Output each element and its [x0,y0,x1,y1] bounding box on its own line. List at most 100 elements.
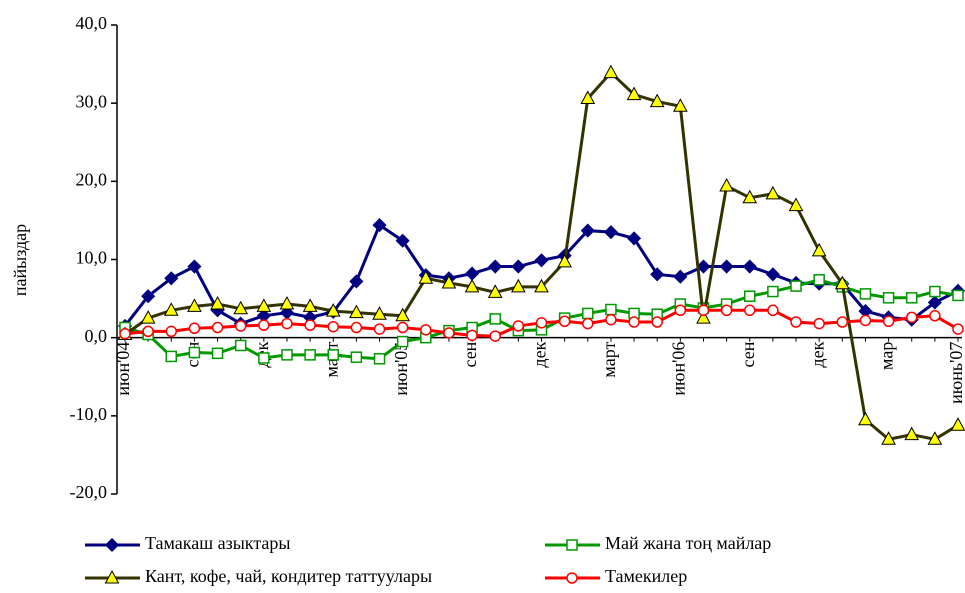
marker [187,298,202,312]
marker [696,310,711,324]
marker [566,572,578,584]
marker [304,349,316,361]
marker [765,185,781,200]
x-tick-label: дек [530,341,550,367]
marker [952,323,964,335]
marker [859,314,872,327]
marker [580,223,595,238]
marker [790,280,802,292]
marker [258,319,270,331]
marker [881,431,896,445]
marker [372,218,387,233]
marker [605,303,617,316]
marker [325,303,341,317]
marker [281,317,293,330]
marker [580,90,596,104]
marker [104,569,120,584]
marker [605,313,617,326]
marker [142,325,154,338]
marker [744,304,756,317]
marker [697,304,710,317]
marker [395,307,411,322]
marker [628,316,640,328]
marker [141,289,156,304]
marker [836,316,849,328]
marker [396,321,409,334]
y-tick-label: 40,0 [76,13,108,33]
marker [188,346,201,359]
marker [188,322,201,335]
marker [558,315,571,328]
marker [443,327,455,339]
marker [258,352,270,364]
legend-label: Тамекилер [605,566,687,586]
marker [649,93,665,108]
marker [464,278,480,293]
x-tick-label: июн'06 [668,342,688,396]
marker [211,347,224,360]
marker [950,417,965,431]
marker [234,320,247,332]
marker [304,319,316,331]
marker [372,306,387,320]
marker [534,278,549,293]
marker [420,324,432,336]
y-tick-label: 30,0 [76,91,108,111]
marker [603,225,618,240]
marker [626,231,642,246]
marker [302,298,318,312]
marker [952,289,964,302]
marker [534,253,549,268]
x-tick-label: мар [877,342,897,370]
marker [104,537,120,553]
marker [765,267,780,282]
marker [119,328,131,340]
legend-label: Май жана тоң майлар [605,533,771,553]
x-tick-label: март [599,342,619,378]
marker [927,431,943,445]
marker [210,296,225,310]
marker [487,284,503,298]
x-tick-label: июнь'07 [946,342,965,404]
marker [672,98,688,112]
marker [651,316,663,328]
marker [696,259,711,274]
marker [441,274,457,289]
marker [465,266,480,281]
marker [742,189,758,204]
marker [882,315,895,328]
marker [281,349,293,361]
marker [488,259,503,274]
marker [327,349,339,361]
legend-item: Тамекилер [545,566,687,586]
y-axis-label: пайыздар [10,224,30,296]
marker [719,259,734,274]
marker [418,270,434,284]
marker [234,339,247,352]
marker [279,296,295,310]
marker [350,351,363,363]
marker [566,539,578,551]
marker [256,298,272,312]
marker [813,317,825,330]
marker [650,267,665,282]
marker [674,304,687,317]
marker [489,330,501,342]
marker [744,290,756,302]
marker [790,316,802,328]
marker [767,304,779,317]
marker [582,307,594,320]
marker [767,285,779,298]
marker [211,321,224,334]
marker [511,259,526,274]
x-tick-label: сен [738,341,758,367]
y-tick-label: 20,0 [76,169,108,189]
marker [905,311,918,324]
marker [163,302,179,316]
y-tick-label: -20,0 [70,482,108,502]
x-tick-label: дек [807,341,827,367]
marker [373,353,386,365]
marker [327,320,339,333]
marker [535,317,548,329]
